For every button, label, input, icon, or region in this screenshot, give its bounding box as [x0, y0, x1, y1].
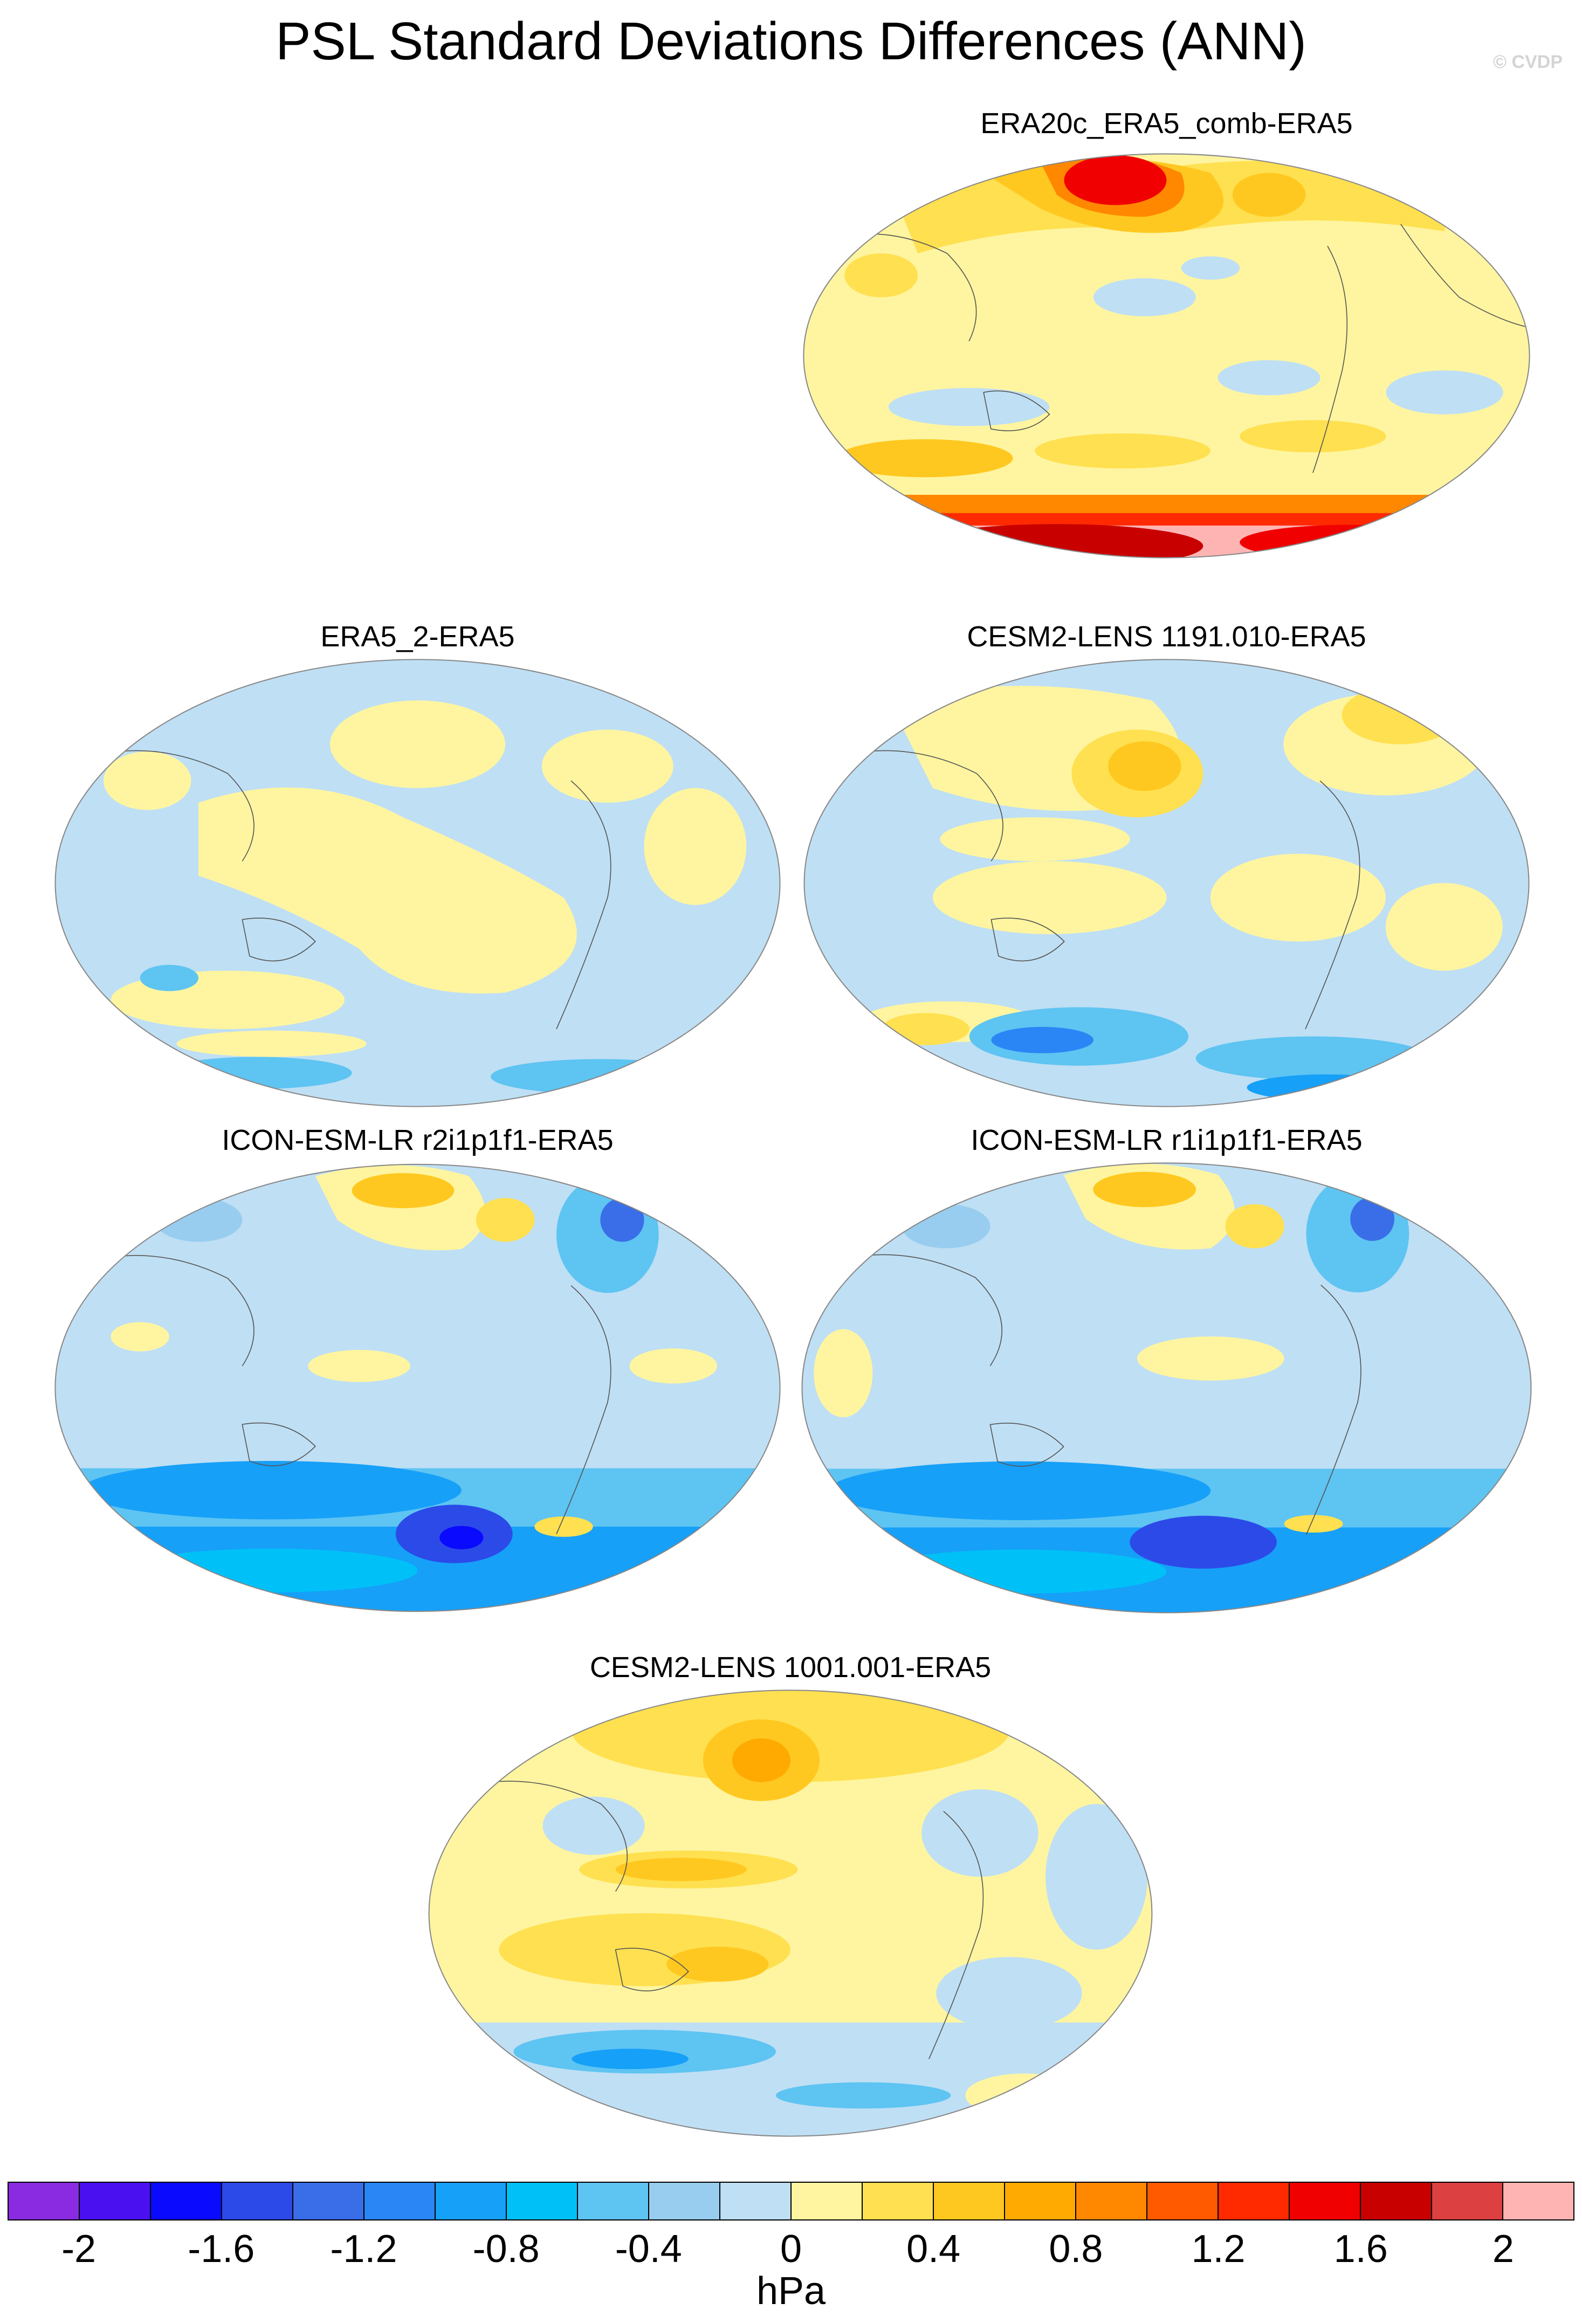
- map-era5-2: [54, 659, 781, 1107]
- colorbar-swatch: [1503, 2183, 1573, 2219]
- panel-title-era5-2: ERA5_2-ERA5: [320, 620, 515, 653]
- colorbar-tick-label: -0.8: [472, 2228, 540, 2271]
- colorbar-swatch: [1076, 2183, 1147, 2219]
- colorbar-tick-label: -1.6: [188, 2228, 255, 2271]
- colorbar-swatch: [1290, 2183, 1361, 2219]
- map-icon-r1: [801, 1162, 1532, 1613]
- colorbar-tick-label: 0.8: [1049, 2228, 1103, 2271]
- colorbar-tick-label: 2: [1492, 2228, 1514, 2271]
- panel-title-icon-r2: ICON-ESM-LR r2i1p1f1-ERA5: [222, 1124, 614, 1156]
- cvdp-watermark: © CVDP: [1493, 52, 1563, 72]
- map-panel-icon-r2: ICON-ESM-LR r2i1p1f1-ERA5: [52, 1124, 783, 1616]
- colorbar-swatch: [364, 2183, 436, 2219]
- figure-title: PSL Standard Deviations Differences (ANN…: [276, 11, 1306, 71]
- map-icon-r2: [54, 1163, 781, 1612]
- colorbar-swatch: [293, 2183, 364, 2219]
- map-cesm2-1191: [803, 659, 1530, 1107]
- colorbar-tick-label: -0.4: [615, 2228, 682, 2271]
- colorbar-swatch: [151, 2183, 222, 2219]
- colorbar-swatch: [863, 2183, 934, 2219]
- map-panel-cesm2-1191: CESM2-LENS 1191.010-ERA5: [796, 620, 1537, 1109]
- colorbar-tick-label: -2: [61, 2228, 97, 2271]
- colorbar-tick-label: 1.2: [1191, 2228, 1246, 2271]
- colorbar-tick-label: 1.6: [1333, 2228, 1388, 2271]
- colorbar-units-label: hPa: [756, 2270, 826, 2313]
- colorbar: [8, 2182, 1574, 2220]
- colorbar-swatch: [1005, 2183, 1076, 2219]
- colorbar-swatch: [649, 2183, 720, 2219]
- colorbar-swatch: [436, 2183, 507, 2219]
- colorbar-swatch: [80, 2183, 151, 2219]
- map-panel-icon-r1: ICON-ESM-LR r1i1p1f1-ERA5: [796, 1124, 1537, 1616]
- colorbar-tick-label: 0: [780, 2228, 802, 2271]
- colorbar-swatch: [578, 2183, 649, 2219]
- map-panel-era5-2: ERA5_2-ERA5: [52, 620, 783, 1109]
- colorbar-swatch: [1147, 2183, 1219, 2219]
- map-panel-era20c: ERA20c_ERA5_comb-ERA5: [796, 107, 1537, 561]
- colorbar-tick-label: 0.4: [906, 2228, 961, 2271]
- colorbar-swatch: [507, 2183, 578, 2219]
- panel-title-cesm2-1191: CESM2-LENS 1191.010-ERA5: [967, 620, 1366, 653]
- colorbar-tick-label: -1.2: [330, 2228, 397, 2271]
- colorbar-swatch: [1432, 2183, 1503, 2219]
- colorbar-swatch: [222, 2183, 293, 2219]
- map-panel-cesm2-1001: CESM2-LENS 1001.001-ERA5: [424, 1651, 1157, 2139]
- colorbar-swatch: [1361, 2183, 1432, 2219]
- panel-title-era20c: ERA20c_ERA5_comb-ERA5: [980, 107, 1353, 140]
- colorbar-swatch: [792, 2183, 863, 2219]
- colorbar-swatch: [1219, 2183, 1290, 2219]
- map-era20c: [803, 153, 1530, 558]
- colorbar-swatch: [934, 2183, 1005, 2219]
- panel-title-cesm2-1001: CESM2-LENS 1001.001-ERA5: [589, 1651, 992, 1684]
- colorbar-swatch: [9, 2183, 80, 2219]
- map-cesm2-1001: [428, 1689, 1153, 2137]
- colorbar-swatch: [720, 2183, 792, 2219]
- panel-title-icon-r1: ICON-ESM-LR r1i1p1f1-ERA5: [971, 1124, 1363, 1156]
